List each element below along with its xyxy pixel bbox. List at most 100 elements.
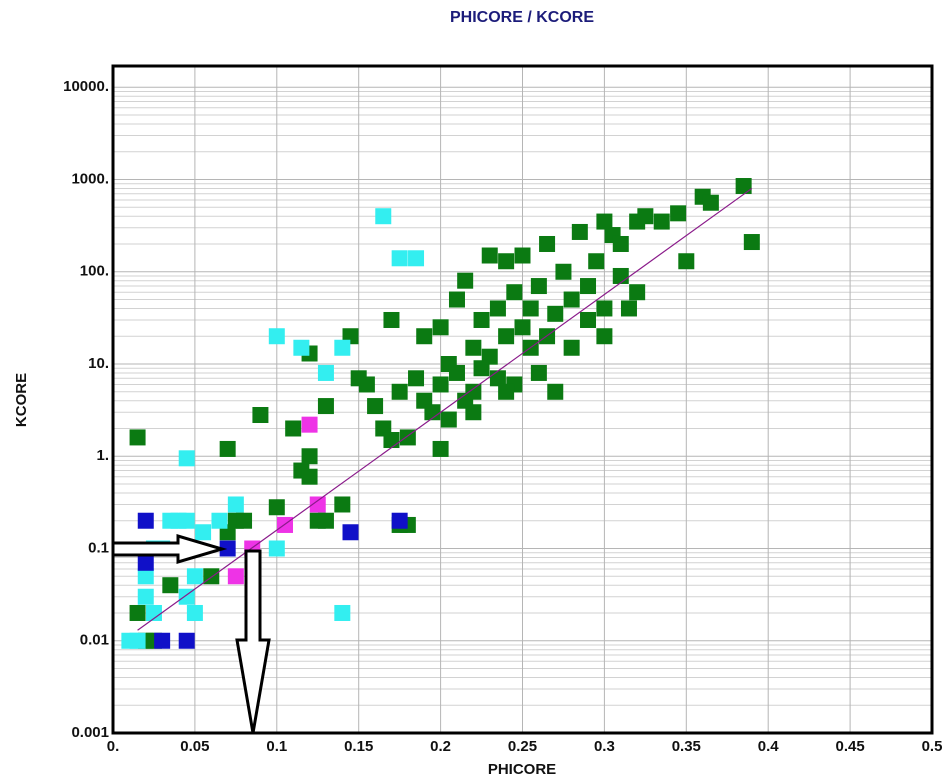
y-tick-label: 0.001 (71, 724, 109, 741)
scatter-point (530, 364, 547, 381)
scatter-point (178, 632, 195, 649)
y-tick-label: 10000. (63, 78, 109, 95)
y-axis-label: KCORE (13, 373, 30, 427)
y-tick-label: 100. (80, 263, 109, 280)
scatter-point (522, 300, 539, 317)
horizontal-arrow (111, 533, 228, 565)
scatter-point (162, 577, 179, 594)
scatter-point (219, 540, 236, 557)
scatter-point (465, 339, 482, 356)
y-tick-label: 0.1 (88, 539, 109, 556)
scatter-point (653, 213, 670, 230)
scatter-point (514, 247, 531, 264)
grid (112, 66, 933, 734)
scatter-point (702, 194, 719, 211)
scatter-point (342, 524, 359, 541)
scatter-point (268, 540, 285, 557)
scatter-point (186, 604, 203, 621)
scatter-point (195, 524, 212, 541)
scatter-point (301, 468, 318, 485)
scatter-point (432, 440, 449, 457)
scatter-point (743, 234, 760, 251)
scatter-point (178, 450, 195, 467)
scatter-point (186, 568, 203, 585)
x-tick-label: 0.2 (430, 738, 451, 755)
scatter-point (317, 398, 334, 415)
scatter-point (432, 376, 449, 393)
scatter-point (670, 205, 687, 222)
x-tick-label: 0.1 (266, 738, 287, 755)
chart-title: PHICORE / KCORE (450, 9, 594, 26)
scatter-point (334, 604, 351, 621)
scatter-point (563, 291, 580, 308)
scatter-point (252, 407, 269, 424)
trend-line (137, 187, 753, 631)
scatter-point (268, 499, 285, 516)
vertical-arrow (235, 549, 271, 734)
scatter-point (457, 272, 474, 289)
scatter-point (498, 383, 515, 400)
scatter-point (588, 253, 605, 270)
x-tick-label: 0. (107, 738, 120, 755)
scatter-point (506, 284, 523, 301)
annotation-arrows (111, 533, 271, 734)
y-tick-label: 0.01 (80, 632, 109, 649)
scatter-point (317, 364, 334, 381)
scatter-point (596, 213, 613, 230)
scatter-point (375, 208, 392, 225)
x-tick-label: 0.25 (508, 738, 537, 755)
scatter-point (596, 328, 613, 345)
scatter-point (440, 411, 457, 428)
scatter-point (481, 247, 498, 264)
scatter-point (285, 420, 302, 437)
scatter-point (678, 253, 695, 270)
scatter-point (465, 404, 482, 421)
scatter-point (391, 512, 408, 529)
scatter-point (358, 376, 375, 393)
scatter-point (383, 311, 400, 328)
x-tick-label: 0.45 (835, 738, 864, 755)
scatter-point (137, 512, 154, 529)
x-tick-label: 0.4 (758, 738, 780, 755)
scatter-point (367, 398, 384, 415)
scatter-point (129, 632, 146, 649)
scatter-point (391, 383, 408, 400)
scatter-point (612, 267, 629, 284)
scatter-point (530, 278, 547, 295)
scatter-point (145, 604, 162, 621)
scatter-point (448, 291, 465, 308)
scatter-point (629, 284, 646, 301)
scatter-point (227, 568, 244, 585)
x-tick-label: 0.3 (594, 738, 615, 755)
scatter-point (489, 300, 506, 317)
scatter-point (293, 339, 310, 356)
scatter-point (432, 319, 449, 336)
scatter-point (620, 300, 637, 317)
y-tick-label: 10. (88, 355, 109, 372)
scatter-point (276, 516, 293, 533)
scatter-point (514, 319, 531, 336)
scatter-point (473, 311, 490, 328)
scatter-point (735, 178, 752, 195)
scatter-point (301, 416, 318, 433)
scatter-point (408, 250, 425, 267)
scatter-point (154, 632, 171, 649)
scatter-point (211, 512, 228, 529)
scatter-point (334, 496, 351, 513)
scatter-point (448, 364, 465, 381)
scatter-point (547, 383, 564, 400)
scatter-point (129, 429, 146, 446)
scatter-point (219, 440, 236, 457)
scatter-point (547, 305, 564, 322)
scatter-point (137, 554, 154, 571)
x-tick-label: 0.5 (922, 738, 943, 755)
tick-labels: 0.001 0.01 0.1 1. 10. 100. 1000. 10000. 0. 0.05 0.… (63, 78, 942, 755)
scatter-point (408, 370, 425, 387)
scatter-point (268, 328, 285, 345)
scatter-point (612, 235, 629, 252)
scatter-point (498, 253, 515, 270)
scatter-point (539, 235, 556, 252)
y-tick-label: 1. (96, 447, 109, 464)
y-tick-label: 1000. (71, 170, 109, 187)
